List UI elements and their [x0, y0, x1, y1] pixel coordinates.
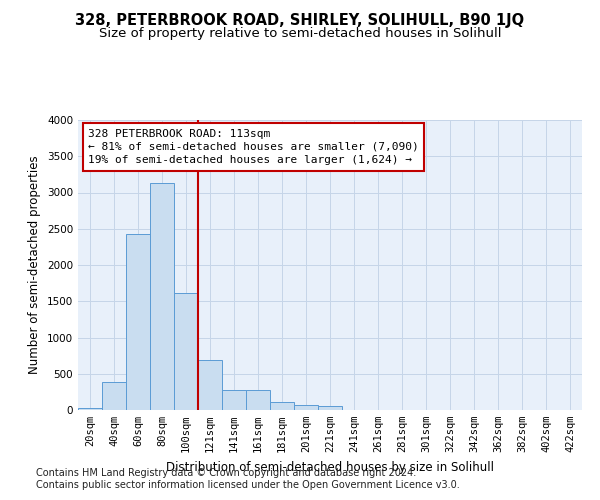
Text: 328 PETERBROOK ROAD: 113sqm
← 81% of semi-detached houses are smaller (7,090)
19: 328 PETERBROOK ROAD: 113sqm ← 81% of sem… [88, 128, 419, 165]
Text: Contains public sector information licensed under the Open Government Licence v3: Contains public sector information licen… [36, 480, 460, 490]
Y-axis label: Number of semi-detached properties: Number of semi-detached properties [28, 156, 41, 374]
Bar [78, 408, 102, 410]
X-axis label: Distribution of semi-detached houses by size in Solihull: Distribution of semi-detached houses by … [166, 460, 494, 473]
Text: Size of property relative to semi-detached houses in Solihull: Size of property relative to semi-detach… [99, 28, 501, 40]
Bar [126, 234, 150, 410]
Bar [102, 382, 126, 410]
Bar [246, 390, 270, 410]
Text: 328, PETERBROOK ROAD, SHIRLEY, SOLIHULL, B90 1JQ: 328, PETERBROOK ROAD, SHIRLEY, SOLIHULL,… [76, 12, 524, 28]
Bar [294, 405, 318, 410]
Bar [150, 183, 174, 410]
Bar [222, 390, 246, 410]
Bar [198, 360, 222, 410]
Bar [174, 294, 198, 410]
Text: Contains HM Land Registry data © Crown copyright and database right 2024.: Contains HM Land Registry data © Crown c… [36, 468, 416, 477]
Bar [270, 402, 294, 410]
Bar [318, 406, 342, 410]
